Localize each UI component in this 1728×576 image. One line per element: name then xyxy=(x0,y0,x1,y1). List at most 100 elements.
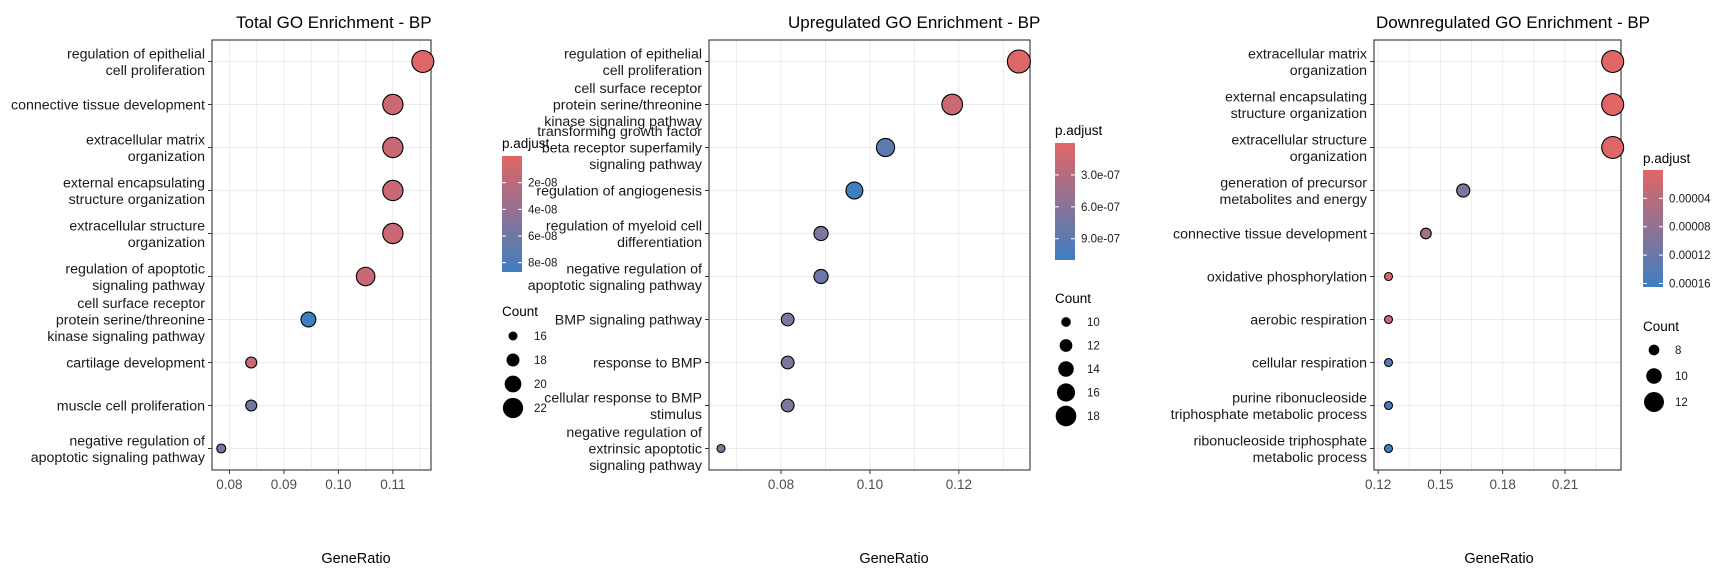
data-point xyxy=(245,399,258,412)
data-point xyxy=(1383,357,1394,368)
data-point xyxy=(245,356,258,369)
colorbar-tick-label: 3.0e-07 xyxy=(1081,170,1120,182)
x-tick-label: 0.08 xyxy=(216,477,242,492)
category-label-line: external encapsulating xyxy=(1225,89,1367,105)
category-label-line: connective tissue development xyxy=(1173,227,1367,243)
category-label: generation of precursor metabolites and e… xyxy=(1220,175,1368,208)
category-label: aerobic respiration xyxy=(1250,313,1367,329)
data-point xyxy=(1601,92,1625,117)
data-point xyxy=(1006,49,1031,74)
data-point xyxy=(1456,183,1471,198)
size-legend-dot xyxy=(1058,361,1074,377)
size-legend-label: 10 xyxy=(1087,317,1100,329)
category-label: negative regulation of extrinsic apoptoti… xyxy=(566,425,703,474)
category-label-line: organization xyxy=(128,149,205,165)
x-tick-label: 0.15 xyxy=(1427,477,1453,492)
category-label-line: metabolites and energy xyxy=(1220,192,1368,208)
panel-title-down: Downregulated GO Enrichment - BP xyxy=(1376,13,1650,32)
panel-down: Downregulated GO Enrichment - BP GeneRat… xyxy=(1376,13,1691,567)
plot-area-total: 0.08 0.09 0.10 0.11 regulation of epithelial… xyxy=(11,39,557,492)
data-point xyxy=(216,443,227,454)
data-point xyxy=(941,93,964,116)
category-label-line: structure organization xyxy=(69,192,205,208)
category-label-line: cell proliferation xyxy=(603,63,702,79)
data-point xyxy=(300,311,317,328)
colorbar-tick-label: 6.0e-07 xyxy=(1081,202,1120,214)
size-legend-title-up: Count xyxy=(1055,291,1091,306)
data-point xyxy=(813,225,829,242)
category-label-line: signaling pathway xyxy=(589,458,703,474)
category-label: extracellular structure organization xyxy=(69,218,205,251)
size-legend-dot xyxy=(1059,339,1073,352)
data-point xyxy=(382,222,404,245)
category-label-line: regulation of epithelial xyxy=(564,46,702,62)
size-legend-label: 14 xyxy=(1087,364,1100,376)
category-label-line: cell proliferation xyxy=(106,63,205,79)
colorbar xyxy=(502,156,522,272)
colorbar-tick-label: 8e-08 xyxy=(528,258,557,270)
category-label-line: oxidative phosphorylation xyxy=(1207,270,1367,286)
category-label-line: aerobic respiration xyxy=(1250,313,1367,329)
category-label-line: purine ribonucleoside xyxy=(1232,390,1367,406)
data-point xyxy=(382,136,404,159)
category-label-line: muscle cell proliferation xyxy=(57,399,205,415)
category-label-line: regulation of apoptotic xyxy=(65,261,205,277)
size-legend-label: 10 xyxy=(1675,371,1688,383)
x-tick-label: 0.18 xyxy=(1490,477,1516,492)
size-legend-dot xyxy=(1648,344,1660,356)
size-legend-label: 22 xyxy=(534,403,547,415)
color-legend-title-total: p.adjust xyxy=(502,136,550,151)
size-legend-label: 16 xyxy=(534,331,547,343)
category-label-line: protein serine/threonine xyxy=(553,98,702,114)
colorbar-tick-label: 0.00012 xyxy=(1669,250,1711,262)
data-point xyxy=(1383,314,1394,325)
x-tick-label: 0.09 xyxy=(271,477,297,492)
category-label-line: signaling pathway xyxy=(92,278,206,294)
category-label: ribonucleoside triphosphate metabolic pro… xyxy=(1193,433,1367,466)
colorbar xyxy=(1055,143,1075,260)
data-point xyxy=(411,49,435,74)
category-label: external encapsulating structure organiza… xyxy=(63,175,205,208)
category-label: transforming growth factor beta receptor … xyxy=(537,124,703,173)
category-label-line: extrinsic apoptotic xyxy=(588,442,702,458)
panel-border xyxy=(211,39,432,471)
data-point xyxy=(382,179,404,202)
colorbar-tick-label: 0.00008 xyxy=(1669,222,1711,234)
panel-title-up: Upregulated GO Enrichment - BP xyxy=(788,13,1040,32)
size-legend-dot xyxy=(508,331,518,341)
data-point xyxy=(1383,400,1394,411)
size-legend-dot xyxy=(1056,383,1076,402)
category-label: cellular response to BMP stimulus xyxy=(544,390,702,423)
category-label-line: cell surface receptor xyxy=(574,81,702,97)
size-legend-dot xyxy=(1644,392,1664,412)
panel-background xyxy=(1374,40,1621,470)
size-legend-title-down: Count xyxy=(1643,319,1679,334)
category-label-line: extracellular structure xyxy=(1231,132,1367,148)
category-label-line: triphosphate metabolic process xyxy=(1171,407,1367,423)
category-label-line: cellular respiration xyxy=(1252,356,1367,372)
category-label-line: cartilage development xyxy=(66,356,205,372)
category-label-line: signaling pathway xyxy=(589,157,703,173)
x-axis-title-down: GeneRatio xyxy=(1464,551,1533,567)
panel-up: Upregulated GO Enrichment - BP GeneRatio… xyxy=(788,13,1103,567)
category-label-line: apoptotic signaling pathway xyxy=(31,450,206,466)
size-legend-label: 18 xyxy=(1087,411,1100,423)
data-point xyxy=(780,312,795,327)
category-label: cellular respiration xyxy=(1252,356,1367,372)
category-label: response to BMP xyxy=(593,356,702,372)
category-label-line: kinase signaling pathway xyxy=(544,114,703,130)
x-tick-label: 0.21 xyxy=(1552,477,1578,492)
category-label-line: structure organization xyxy=(1231,106,1367,122)
category-label-line: stimulus xyxy=(650,407,702,423)
data-point xyxy=(845,181,864,200)
category-label-line: beta receptor superfamily xyxy=(542,141,703,157)
category-label-line: regulation of epithelial xyxy=(67,46,205,62)
data-point xyxy=(1601,49,1625,74)
panel-total: Total GO Enrichment - BP GeneRatio p.adj… xyxy=(236,13,550,567)
colorbar-tick-label: 0.00004 xyxy=(1669,193,1711,205)
category-label-line: connective tissue development xyxy=(11,98,205,114)
data-point xyxy=(1383,443,1394,454)
